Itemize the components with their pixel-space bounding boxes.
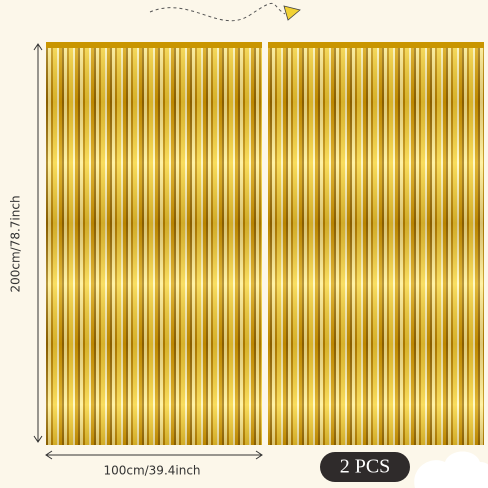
curtain-left — [46, 42, 262, 445]
height-label: 200cm/78.7inch — [9, 195, 23, 292]
width-arrow — [45, 450, 263, 460]
dashed-trail — [149, 2, 286, 22]
width-label: 100cm/39.4inch — [103, 464, 200, 478]
quantity-label: 2 PCS — [340, 456, 391, 478]
height-arrow — [33, 43, 43, 443]
quantity-badge — [320, 452, 410, 482]
curtain-right — [268, 42, 484, 445]
cloud — [414, 451, 488, 488]
paper-plane — [283, 5, 301, 21]
